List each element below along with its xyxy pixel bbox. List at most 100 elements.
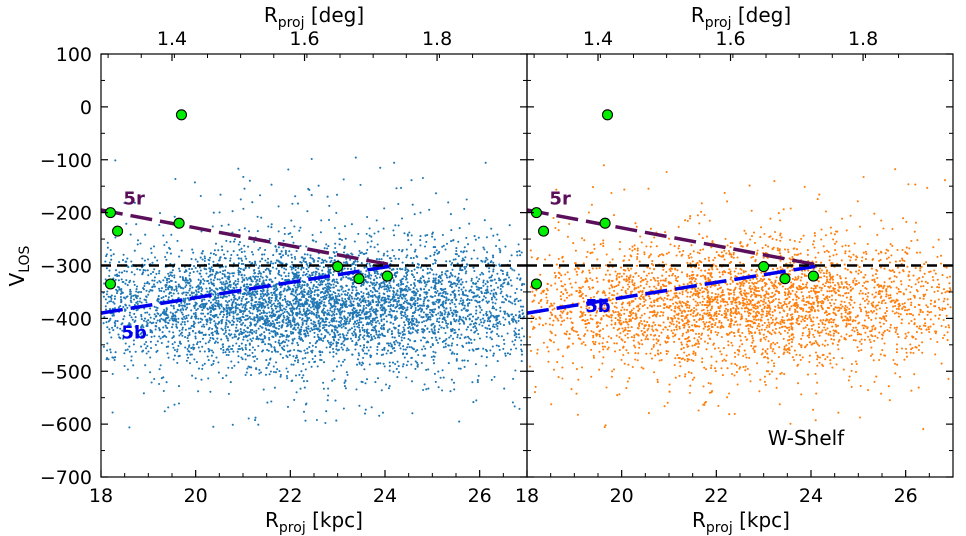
left-star-point xyxy=(342,325,345,328)
left-star-point xyxy=(301,284,304,287)
left-star-point xyxy=(294,286,297,289)
left-star-point xyxy=(173,348,176,352)
left-star-point xyxy=(302,259,305,262)
left-star-point xyxy=(463,365,466,368)
left-star-point xyxy=(292,316,295,319)
left-star-point xyxy=(105,321,108,324)
left-star-point xyxy=(326,399,329,402)
left-star-point xyxy=(478,323,481,326)
left-star-point xyxy=(354,348,357,351)
left-star-point xyxy=(250,339,253,342)
left-star-point xyxy=(491,345,494,348)
left-star-point xyxy=(231,366,234,370)
left-star-point xyxy=(484,282,487,286)
left-star-point xyxy=(492,270,495,273)
left-star-point xyxy=(312,320,315,323)
left-star-point xyxy=(256,290,259,293)
left-star-point xyxy=(520,288,523,291)
left-star-point xyxy=(355,289,358,292)
left-star-point xyxy=(493,307,496,310)
left-star-point xyxy=(274,277,277,280)
left-star-point xyxy=(411,412,414,415)
left-star-point xyxy=(460,278,463,281)
left-star-point xyxy=(381,332,384,335)
left-star-point xyxy=(133,273,136,276)
left-star-point xyxy=(389,286,393,289)
left-star-point xyxy=(465,299,469,302)
left-star-point xyxy=(482,298,485,301)
left-star-point xyxy=(501,285,504,288)
left-star-point xyxy=(252,269,255,272)
left-star-point xyxy=(277,272,280,275)
left-star-point xyxy=(314,345,317,349)
left-star-point xyxy=(442,376,445,379)
left-star-point xyxy=(378,292,381,295)
left-star-point xyxy=(204,342,207,345)
left-star-point xyxy=(252,337,255,340)
left-star-point xyxy=(470,285,473,288)
left-star-point xyxy=(232,282,235,285)
left-star-point xyxy=(270,296,273,299)
left-star-point xyxy=(394,271,397,274)
left-star-point xyxy=(254,355,257,358)
left-star-point xyxy=(386,330,389,334)
left-star-point xyxy=(126,306,129,309)
left-star-point xyxy=(452,318,456,321)
left-star-point xyxy=(240,342,243,345)
left-star-point xyxy=(377,342,380,345)
left-star-point xyxy=(486,258,489,261)
left-star-point xyxy=(488,276,491,279)
left-star-point xyxy=(496,333,499,336)
left-star-point xyxy=(180,286,183,289)
left-star-point xyxy=(164,285,167,288)
left-star-point xyxy=(256,279,259,282)
left-star-point xyxy=(496,360,499,363)
left-star-point xyxy=(171,315,174,318)
left-star-point xyxy=(492,323,495,326)
left-star-point xyxy=(354,156,357,159)
left-star-point xyxy=(291,342,294,345)
left-star-point xyxy=(209,278,212,281)
left-star-point xyxy=(245,314,248,317)
left-star-point xyxy=(202,278,205,281)
left-star-point xyxy=(272,309,275,312)
left-star-point xyxy=(312,271,315,274)
left-star-point xyxy=(476,301,479,304)
left-star-point xyxy=(164,295,167,298)
left-star-point xyxy=(268,296,271,299)
left-star-point xyxy=(140,345,143,348)
left-star-point xyxy=(242,335,245,339)
left-star-point xyxy=(268,278,271,281)
left-star-point xyxy=(172,304,175,307)
left-star-point xyxy=(332,283,335,286)
left-star-point xyxy=(426,313,429,316)
left-star-point xyxy=(194,313,197,316)
left-star-point xyxy=(271,315,274,318)
left-star-point xyxy=(140,291,143,294)
left-star-point xyxy=(449,348,452,352)
left-star-point xyxy=(317,327,320,330)
left-star-point xyxy=(450,240,453,243)
left-star-point xyxy=(353,311,356,315)
left-star-point xyxy=(257,267,260,270)
left-star-point xyxy=(187,345,190,348)
left-star-point xyxy=(416,329,420,332)
left-star-point xyxy=(459,299,462,302)
left-star-point xyxy=(141,324,144,327)
left-star-point xyxy=(458,420,461,423)
left-star-point xyxy=(186,297,189,300)
left-star-point xyxy=(229,309,232,312)
left-star-point xyxy=(188,302,191,305)
left-star-point xyxy=(439,280,442,284)
left-star-point xyxy=(408,345,411,349)
left-star-point xyxy=(312,299,316,302)
left-star-point xyxy=(394,257,397,260)
left-star-point xyxy=(160,297,163,300)
left-star-point xyxy=(378,322,381,325)
left-star-point xyxy=(449,213,452,216)
left-star-point xyxy=(168,246,171,249)
left-star-point xyxy=(459,337,462,340)
left-star-point xyxy=(382,299,385,302)
left-star-point xyxy=(181,334,184,337)
